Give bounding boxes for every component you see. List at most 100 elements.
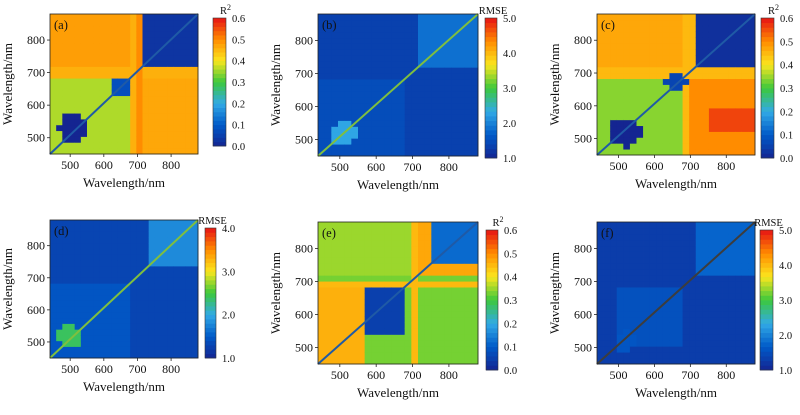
heatmap-cell: [629, 287, 637, 294]
diagonal-line: [596, 221, 756, 365]
heatmap-cell: [689, 227, 697, 235]
heatmap-cell: [130, 220, 137, 227]
heatmap-cell: [154, 237, 162, 244]
heatmap-cell: [68, 312, 76, 319]
heatmap-cell: [173, 266, 180, 273]
heatmap-cell: [142, 19, 150, 27]
heatmap-cell: [391, 298, 399, 306]
heatmap-cell: [161, 283, 168, 290]
heatmap-cell: [136, 84, 143, 91]
heatmap-cell: [167, 49, 174, 56]
heatmap-cell: [384, 114, 392, 121]
heatmap-cell: [148, 136, 156, 143]
heatmap-cell: [623, 358, 631, 365]
heatmap-cell: [610, 227, 618, 235]
heatmap-cell: [167, 352, 174, 359]
heatmap-cell: [616, 281, 624, 288]
heatmap-cell: [105, 248, 113, 255]
heatmap-cell: [610, 245, 618, 252]
heatmap-cell: [154, 294, 162, 301]
heatmap-cell: [656, 334, 664, 341]
heatmap-cell: [331, 358, 339, 365]
heatmap-cell: [603, 125, 611, 132]
heatmap-cell: [741, 257, 749, 264]
colorbar-segment: [761, 130, 774, 136]
heatmap-cell: [616, 346, 624, 353]
heatmap-cell: [728, 19, 736, 27]
heatmap-cell: [471, 25, 479, 33]
heatmap-cell: [471, 310, 479, 318]
heatmap-cell: [404, 298, 412, 306]
heatmap-cell: [154, 78, 162, 85]
colorbar-segment: [205, 349, 216, 355]
heatmap-cell: [318, 334, 326, 341]
heatmap-cell: [185, 95, 193, 102]
heatmap-cell: [391, 79, 399, 86]
heatmap-cell: [161, 260, 168, 267]
heatmap-cell: [391, 55, 399, 62]
heatmap-cell: [597, 37, 604, 44]
heatmap-cell: [662, 66, 670, 74]
heatmap-cell: [68, 107, 76, 114]
heatmap-cell: [424, 233, 432, 241]
heatmap-cell: [689, 137, 697, 144]
heatmap-cell: [616, 61, 624, 68]
heatmap-cell: [358, 239, 366, 247]
heatmap-cell: [623, 90, 631, 97]
heatmap-cell: [80, 37, 88, 44]
heatmap-cell: [148, 335, 156, 342]
heatmap-cell: [438, 150, 446, 157]
heatmap-cell: [344, 310, 352, 318]
heatmap-cell: [708, 125, 716, 132]
heatmap-cell: [117, 317, 125, 324]
heatmap-cell: [411, 90, 419, 98]
heatmap-cell: [87, 237, 94, 244]
heatmap-cell: [728, 66, 736, 74]
heatmap-cell: [623, 108, 631, 115]
heatmap-cell: [623, 346, 631, 353]
heatmap-cell: [56, 243, 63, 250]
heatmap-cell: [80, 231, 88, 238]
heatmap-cell: [179, 43, 187, 50]
heatmap-cell: [669, 25, 677, 33]
heatmap-cell: [616, 293, 624, 300]
heatmap-cell: [68, 14, 76, 21]
heatmap-cell: [148, 254, 156, 261]
heatmap-cell: [68, 329, 76, 336]
heatmap-cell: [358, 19, 366, 27]
heatmap-cell: [431, 37, 439, 44]
heatmap-cell: [471, 233, 479, 241]
heatmap-cell: [603, 275, 611, 282]
colorbar-segment: [485, 36, 497, 42]
heatmap-cell: [735, 90, 743, 97]
heatmap-cell: [662, 55, 670, 62]
heatmap-cell: [444, 14, 452, 21]
heatmap-cell: [735, 269, 743, 276]
heatmap-cell: [378, 251, 386, 258]
heatmap-cell: [384, 263, 392, 270]
colorbar-frame: [204, 227, 217, 359]
heatmap-cell: [185, 60, 193, 67]
heatmap-cell: [161, 142, 168, 149]
heatmap-cell: [424, 346, 432, 353]
heatmap-cell: [689, 222, 697, 229]
heatmap-cell: [629, 66, 637, 74]
heatmap-cell: [87, 225, 94, 232]
heatmap-cell: [715, 316, 723, 323]
heatmap-cell: [748, 352, 756, 359]
heatmap-cell: [695, 293, 703, 300]
heatmap-cell: [451, 352, 459, 359]
heatmap-cell: [702, 72, 710, 80]
heatmap-cell: [597, 316, 604, 323]
heatmap-cell: [689, 113, 697, 121]
heatmap-cell: [191, 78, 199, 85]
heatmap-cell: [689, 14, 697, 21]
heatmap-cell: [411, 310, 419, 318]
heatmap-cell: [418, 144, 426, 151]
heatmap-cell: [331, 85, 339, 92]
heatmap-cell: [597, 55, 604, 62]
heatmap-cell: [384, 14, 392, 21]
heatmap-cell: [702, 113, 710, 121]
heatmap-cell: [68, 237, 76, 244]
heatmap-cell: [68, 306, 76, 313]
